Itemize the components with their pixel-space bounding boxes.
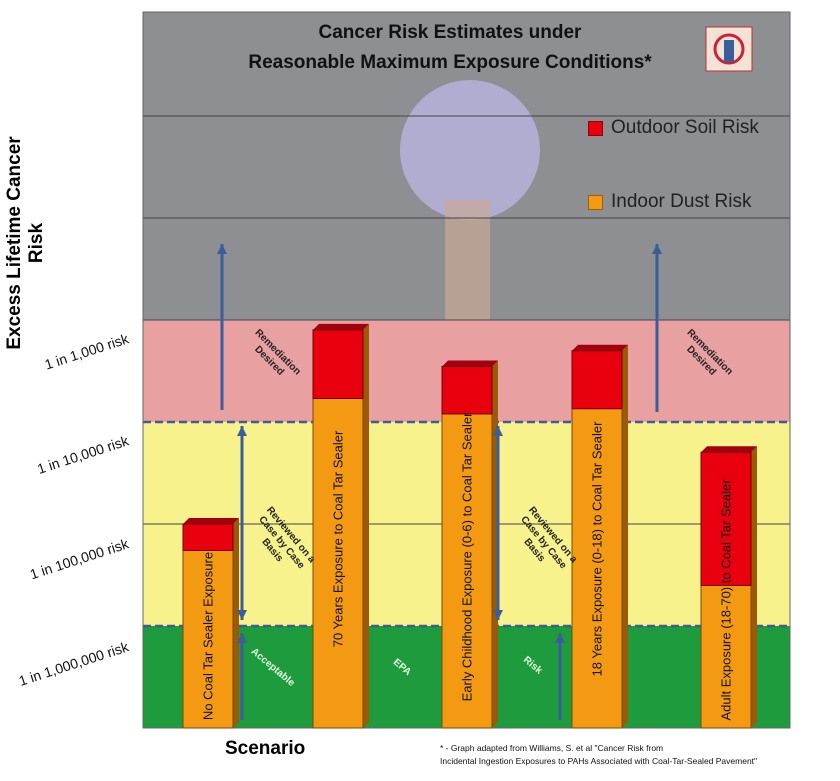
bar-side-0 bbox=[233, 518, 239, 728]
bar-side-4 bbox=[751, 446, 757, 728]
logo-figure bbox=[724, 40, 734, 62]
arrow-acceptable-left-head bbox=[237, 633, 247, 643]
bar-top-2 bbox=[442, 360, 498, 367]
arrow-reviewed-left-head bbox=[237, 426, 247, 436]
bar-outdoor-3 bbox=[571, 350, 623, 410]
arrow-remediation-right-head bbox=[652, 244, 662, 254]
bar-outdoor-4 bbox=[700, 451, 752, 586]
footnote-line1: * - Graph adapted from Williams, S. et a… bbox=[440, 743, 664, 753]
bar-label-2: Early Childhood Exposure (0-6) to Coal T… bbox=[459, 412, 475, 702]
footnote: * - Graph adapted from Williams, S. et a… bbox=[440, 742, 840, 768]
chart-title-line2: Reasonable Maximum Exposure Conditions* bbox=[248, 52, 652, 73]
bar-outdoor-1 bbox=[312, 329, 364, 399]
chart-title-line1: Cancer Risk Estimates under bbox=[318, 22, 582, 43]
bar-indoor-1 bbox=[312, 397, 364, 729]
y-axis-label: Excess Lifetime Cancer Risk bbox=[4, 136, 47, 350]
legend-outdoor: Outdoor Soil Risk bbox=[588, 117, 759, 139]
bar-label-4: Adult Exposure (18-70) to Coal Tar Seale… bbox=[718, 479, 734, 721]
arrow-reviewed-right-tail bbox=[493, 610, 503, 620]
bar-side-3 bbox=[622, 344, 628, 728]
legend-outdoor-label: Outdoor Soil Risk bbox=[611, 117, 759, 138]
bar-side-1 bbox=[363, 323, 369, 728]
photo-figure-skirt bbox=[400, 80, 540, 220]
bar-indoor-3 bbox=[571, 408, 623, 729]
arrow-remediation-left-head bbox=[217, 244, 227, 254]
bar-label-1: 70 Years Exposure to Coal Tar Sealer bbox=[330, 430, 346, 648]
bar-outdoor-0 bbox=[182, 523, 234, 551]
indoor-swatch-icon bbox=[588, 194, 603, 210]
bar-label-0: No Coal Tar Sealer Exposure bbox=[200, 551, 216, 721]
bar-top-3 bbox=[572, 344, 628, 351]
bar-indoor-4 bbox=[700, 584, 752, 729]
bar-outdoor-2 bbox=[441, 366, 493, 415]
logo-ring bbox=[713, 33, 745, 65]
bar-indoor-0 bbox=[182, 549, 234, 729]
legend-indoor-label: Indoor Dust Risk bbox=[611, 191, 752, 212]
bar-top-4 bbox=[701, 446, 757, 453]
legend-indoor: Indoor Dust Risk bbox=[588, 191, 751, 213]
arrow-reviewed-right-head bbox=[493, 426, 503, 436]
footnote-line2: Incidental Ingestion Exposures to PAHs A… bbox=[440, 756, 758, 766]
bar-label-3: 18 Years Exposure (0-18) to Coal Tar Sea… bbox=[589, 421, 605, 677]
x-axis-label: Scenario bbox=[225, 738, 306, 759]
bar-top-1 bbox=[313, 323, 369, 330]
arrow-acceptable-right-head bbox=[555, 633, 565, 643]
bar-indoor-2 bbox=[441, 413, 493, 729]
outdoor-swatch-icon bbox=[588, 120, 603, 136]
bar-top-0 bbox=[183, 518, 239, 524]
arrow-reviewed-left-tail bbox=[237, 610, 247, 620]
